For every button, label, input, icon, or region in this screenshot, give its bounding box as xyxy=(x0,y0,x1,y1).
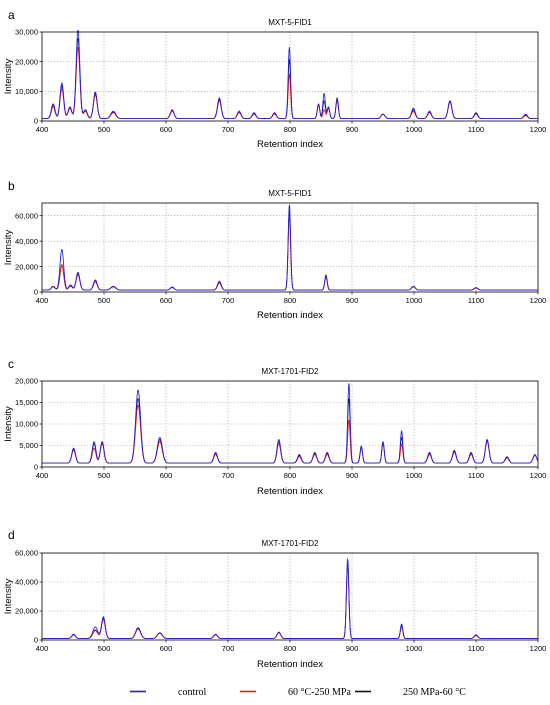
y-tick-label: 10,000 xyxy=(15,420,38,429)
series-line xyxy=(42,558,538,639)
y-axis-label: Intensity xyxy=(3,406,14,442)
legend: control 60 °C-250 MPa 250 MPa-60 °C xyxy=(130,687,466,698)
x-tick-label: 900 xyxy=(346,471,359,480)
panel-letter: a xyxy=(8,8,15,22)
x-tick-label: 700 xyxy=(222,644,235,653)
y-tick-label: 0 xyxy=(34,288,38,297)
y-tick-label: 60,000 xyxy=(15,211,38,220)
y-tick-label: 60,000 xyxy=(15,549,38,558)
y-tick-label: 0 xyxy=(34,117,38,126)
y-tick-label: 30,000 xyxy=(15,28,38,37)
x-tick-label: 900 xyxy=(346,644,359,653)
x-tick-label: 400 xyxy=(36,125,49,134)
panel-letter: d xyxy=(8,528,15,542)
x-tick-label: 1100 xyxy=(468,471,484,480)
x-tick-label: 800 xyxy=(284,125,297,134)
y-tick-label: 40,000 xyxy=(15,237,38,246)
legend-label: control xyxy=(178,687,207,698)
series-line xyxy=(42,565,538,639)
series-line xyxy=(42,404,538,464)
x-axis-label: Retention index xyxy=(257,139,323,150)
y-axis-label: Intensity xyxy=(3,579,14,615)
x-axis-label: Retention index xyxy=(257,310,323,321)
x-tick-label: 600 xyxy=(160,644,173,653)
y-axis-label: Intensity xyxy=(3,59,14,95)
chart-panel-a: a MXT-5-FID1 400 500 600 700 800 900 1000 1100 120… xyxy=(3,8,546,150)
y-tick-label: 0 xyxy=(34,636,38,645)
chart-panel-c: c MXT-1701-FID2 400 500 600 700 800 900 1000 1100… xyxy=(3,357,546,497)
y-tick-label: 20,000 xyxy=(15,607,38,616)
x-tick-label: 700 xyxy=(222,471,235,480)
x-tick-label: 1200 xyxy=(530,471,547,480)
x-tick-label: 700 xyxy=(222,125,235,134)
panel-letter: c xyxy=(8,357,14,371)
y-tick-label: 20,000 xyxy=(15,57,38,66)
x-tick-label: 500 xyxy=(98,125,111,134)
x-tick-label: 1200 xyxy=(530,125,547,134)
x-axis-label: Retention index xyxy=(257,486,323,497)
x-tick-label: 1200 xyxy=(530,296,547,305)
x-tick-label: 600 xyxy=(160,125,173,134)
x-tick-label: 800 xyxy=(284,471,297,480)
y-tick-label: 20,000 xyxy=(15,262,38,271)
y-tick-label: 15,000 xyxy=(15,398,38,407)
panel-title: MXT-5-FID1 xyxy=(268,18,312,27)
x-tick-label: 1000 xyxy=(406,125,423,134)
y-axis-label: Intensity xyxy=(3,230,14,266)
y-tick-label: 20,000 xyxy=(15,377,38,386)
x-tick-label: 800 xyxy=(284,644,297,653)
x-tick-label: 400 xyxy=(36,296,49,305)
y-tick-label: 5,000 xyxy=(19,441,38,450)
x-tick-label: 600 xyxy=(160,471,173,480)
series-line xyxy=(42,383,538,464)
x-tick-label: 800 xyxy=(284,296,297,305)
x-tick-label: 400 xyxy=(36,471,49,480)
chart-panel-b: b MXT-5-FID1 400 500 600 700 800 900 1000 1100 120… xyxy=(3,179,546,321)
series-line xyxy=(42,561,538,639)
x-tick-label: 700 xyxy=(222,296,235,305)
panel-title: MXT-5-FID1 xyxy=(268,189,312,198)
x-tick-label: 1100 xyxy=(468,125,484,134)
x-tick-label: 1000 xyxy=(406,296,423,305)
series-line xyxy=(42,204,538,291)
series-line xyxy=(42,30,538,120)
chart-panel-d: d MXT-1701-FID2 400 500 600 700 800 900 1000 1100… xyxy=(3,528,546,670)
x-tick-label: 1200 xyxy=(530,644,547,653)
y-tick-label: 40,000 xyxy=(15,578,38,587)
x-tick-label: 1000 xyxy=(406,471,423,480)
x-tick-label: 500 xyxy=(98,471,111,480)
x-tick-label: 400 xyxy=(36,644,49,653)
y-tick-label: 0 xyxy=(34,463,38,472)
legend-label: 250 MPa-60 °C xyxy=(403,687,466,698)
panel-title: MXT-1701-FID2 xyxy=(262,367,319,376)
panel-letter: b xyxy=(8,179,15,193)
x-tick-label: 500 xyxy=(98,296,111,305)
panel-title: MXT-1701-FID2 xyxy=(262,539,319,548)
y-tick-label: 10,000 xyxy=(15,87,38,96)
x-axis-label: Retention index xyxy=(257,659,323,670)
x-tick-label: 1100 xyxy=(468,296,484,305)
legend-label: 60 °C-250 MPa xyxy=(288,687,351,698)
x-tick-label: 500 xyxy=(98,644,111,653)
x-tick-label: 1000 xyxy=(406,644,423,653)
x-tick-label: 900 xyxy=(346,296,359,305)
x-tick-label: 600 xyxy=(160,296,173,305)
x-tick-label: 900 xyxy=(346,125,359,134)
x-tick-label: 1100 xyxy=(468,644,484,653)
